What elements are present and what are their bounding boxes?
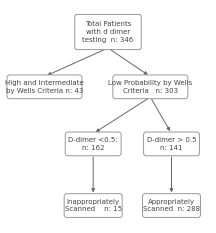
FancyBboxPatch shape — [7, 75, 82, 99]
FancyBboxPatch shape — [75, 14, 141, 50]
Text: Inappropriately
Scanned    n: 15: Inappropriately Scanned n: 15 — [65, 199, 122, 212]
Text: Low Probability by Wells
Criteria   n: 303: Low Probability by Wells Criteria n: 303 — [108, 80, 192, 94]
FancyBboxPatch shape — [65, 132, 121, 156]
Text: High and Intermediate
by Wells Criteria n: 43: High and Intermediate by Wells Criteria … — [5, 80, 84, 94]
FancyBboxPatch shape — [143, 194, 200, 217]
Text: D-dimer > 0.5
n: 141: D-dimer > 0.5 n: 141 — [147, 137, 196, 151]
FancyBboxPatch shape — [64, 194, 122, 217]
Text: Total Patients
with d dimer
testing  n: 346: Total Patients with d dimer testing n: 3… — [82, 21, 134, 43]
FancyBboxPatch shape — [113, 75, 188, 99]
Text: Appropriately
Scanned  n: 288: Appropriately Scanned n: 288 — [143, 199, 200, 212]
FancyBboxPatch shape — [144, 132, 199, 156]
Text: D-dimer <0.5:
n: 162: D-dimer <0.5: n: 162 — [68, 137, 118, 151]
